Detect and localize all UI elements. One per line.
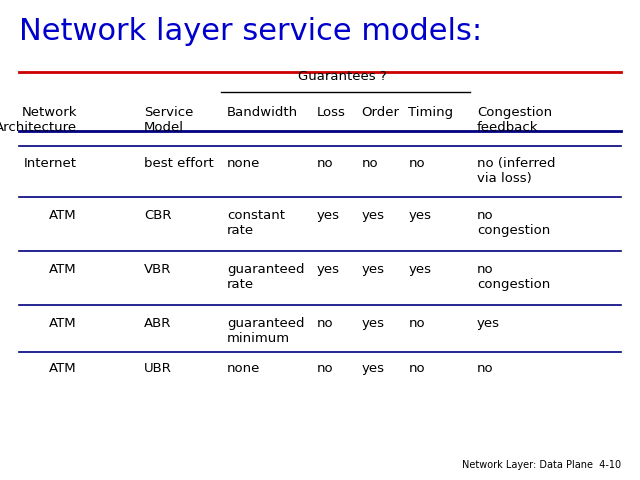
Text: no
congestion: no congestion (477, 263, 550, 290)
Text: yes: yes (317, 263, 340, 276)
Text: no: no (408, 317, 425, 330)
Text: no: no (317, 157, 333, 170)
Text: yes: yes (362, 263, 385, 276)
Text: Loss: Loss (317, 106, 346, 119)
Text: no: no (317, 317, 333, 330)
Text: Network
Architecture: Network Architecture (0, 106, 77, 133)
Text: none: none (227, 362, 260, 375)
Text: yes: yes (362, 362, 385, 375)
Text: ATM: ATM (49, 317, 77, 330)
Text: best effort: best effort (144, 157, 214, 170)
Text: no: no (408, 362, 425, 375)
Text: no
congestion: no congestion (477, 209, 550, 237)
Text: yes: yes (362, 209, 385, 222)
Text: CBR: CBR (144, 209, 172, 222)
Text: Guarantees ?: Guarantees ? (298, 70, 387, 83)
Text: UBR: UBR (144, 362, 172, 375)
Text: yes: yes (362, 317, 385, 330)
Text: ATM: ATM (49, 263, 77, 276)
Text: no: no (362, 157, 378, 170)
Text: Service
Model: Service Model (144, 106, 193, 133)
Text: no (inferred
via loss): no (inferred via loss) (477, 157, 556, 185)
Text: constant
rate: constant rate (227, 209, 285, 237)
Text: none: none (227, 157, 260, 170)
Text: yes: yes (408, 209, 431, 222)
Text: guaranteed
rate: guaranteed rate (227, 263, 305, 290)
Text: Network layer service models:: Network layer service models: (19, 17, 483, 46)
Text: no: no (317, 362, 333, 375)
Text: Network Layer: Data Plane  4-10: Network Layer: Data Plane 4-10 (461, 460, 621, 470)
Text: ATM: ATM (49, 209, 77, 222)
Text: Congestion
feedback: Congestion feedback (477, 106, 552, 133)
Text: Internet: Internet (24, 157, 77, 170)
Text: Timing: Timing (408, 106, 454, 119)
Text: yes: yes (477, 317, 500, 330)
Text: yes: yes (408, 263, 431, 276)
Text: Order: Order (362, 106, 399, 119)
Text: no: no (477, 362, 493, 375)
Text: guaranteed
minimum: guaranteed minimum (227, 317, 305, 345)
Text: no: no (408, 157, 425, 170)
Text: yes: yes (317, 209, 340, 222)
Text: ABR: ABR (144, 317, 172, 330)
Text: ATM: ATM (49, 362, 77, 375)
Text: VBR: VBR (144, 263, 172, 276)
Text: Bandwidth: Bandwidth (227, 106, 298, 119)
